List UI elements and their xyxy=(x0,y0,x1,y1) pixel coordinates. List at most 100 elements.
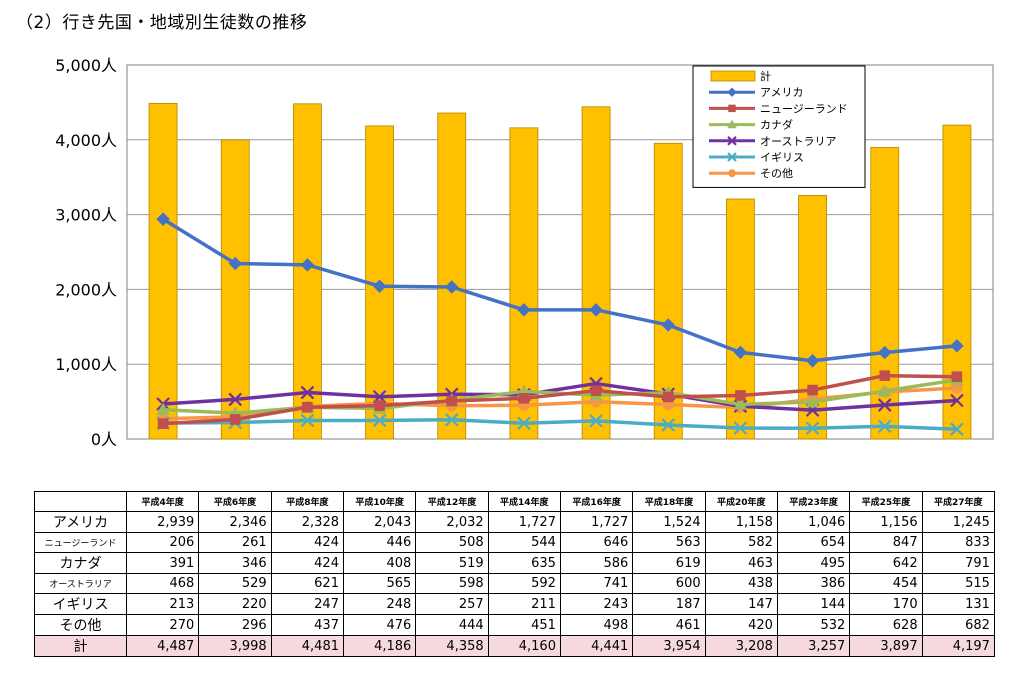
table-cell: 563 xyxy=(632,532,706,553)
data-point xyxy=(156,212,170,226)
table-cell: 3,897 xyxy=(849,635,923,657)
table-cell: 386 xyxy=(776,573,851,594)
table-cell: 529 xyxy=(198,573,272,594)
table-cell: 4,441 xyxy=(559,635,634,657)
table-corner-cell xyxy=(34,491,127,512)
table-row-label: アメリカ xyxy=(34,511,127,533)
legend-label: ニュージーランド xyxy=(760,102,848,115)
table-row-label: 計 xyxy=(34,635,127,657)
table-row-label: カナダ xyxy=(34,552,127,574)
chart: 0人 1,000人 2,000人 3,000人 4,000人 5,000人 計アメリカニュ… xyxy=(55,56,994,449)
table-cell: 3,998 xyxy=(198,635,272,657)
table-cell: 206 xyxy=(125,532,200,553)
table-cell: 408 xyxy=(342,552,417,574)
data-point-stroke xyxy=(727,136,737,146)
table-cell: 682 xyxy=(921,614,995,636)
table-header-cell: 平成4年度 xyxy=(125,491,200,512)
table-cell: 438 xyxy=(704,573,778,594)
data-point xyxy=(156,402,170,416)
table-cell: 495 xyxy=(776,552,851,574)
series-line xyxy=(156,412,964,436)
legend-item: アメリカ xyxy=(709,86,803,99)
data-point-stroke xyxy=(877,419,892,434)
table-cell: 2,032 xyxy=(415,511,489,533)
table-cell: 600 xyxy=(632,573,706,594)
data-point xyxy=(733,345,748,360)
table-header-cell: 平成20年度 xyxy=(704,491,778,512)
table-row-label: オーストラリア xyxy=(34,573,127,594)
data-point xyxy=(878,345,892,360)
data-point xyxy=(735,390,746,401)
bar xyxy=(220,139,250,440)
y-tick-label: 1,000人 xyxy=(55,355,117,374)
table-cell: 642 xyxy=(849,552,923,574)
table-cell: 498 xyxy=(559,614,634,636)
data-point xyxy=(805,354,820,368)
data-point xyxy=(228,256,242,271)
data-point xyxy=(877,419,892,434)
table-cell: 1,156 xyxy=(849,511,923,533)
table-cell: 257 xyxy=(415,593,489,615)
table-cell: 296 xyxy=(198,614,272,636)
data-point xyxy=(518,393,530,404)
table-cell: 437 xyxy=(270,614,344,636)
data-point xyxy=(807,384,818,396)
y-tick-label: 3,000人 xyxy=(55,206,117,225)
table-cell: 4,481 xyxy=(270,635,344,657)
legend-swatch xyxy=(710,70,756,82)
table-cell: 628 xyxy=(849,614,923,636)
page-title: （2）行き先国・地域別生徒数の推移 xyxy=(16,13,308,33)
table-cell: 391 xyxy=(125,552,200,574)
table-cell: 586 xyxy=(559,552,634,574)
table-cell: 187 xyxy=(632,593,706,615)
table-cell: 621 xyxy=(270,573,344,594)
data-point xyxy=(300,385,315,400)
data-point xyxy=(805,421,820,436)
legend-label: カナダ xyxy=(760,118,793,132)
legend-item: ニュージーランド xyxy=(709,102,848,115)
table-cell: 211 xyxy=(487,593,561,615)
table-header-cell: 平成8年度 xyxy=(270,491,344,512)
table-cell: 213 xyxy=(125,593,200,615)
table-cell: 3,954 xyxy=(632,635,706,657)
data-point xyxy=(300,413,315,428)
table-cell: 463 xyxy=(704,552,778,574)
data-point-stroke xyxy=(517,416,531,430)
table-cell: 144 xyxy=(776,593,851,615)
table-cell: 1,158 xyxy=(704,511,778,533)
legend-item: イギリス xyxy=(709,151,804,164)
data-point xyxy=(590,385,602,396)
table-header-cell: 平成18年度 xyxy=(632,491,706,512)
table-cell: 2,328 xyxy=(270,511,344,533)
bar xyxy=(148,102,178,440)
table-header-cell: 平成27年度 xyxy=(921,491,995,512)
legend-item: カナダ xyxy=(709,118,793,132)
data-point xyxy=(300,258,315,272)
data-point-stroke xyxy=(228,392,243,407)
bar xyxy=(437,112,467,440)
table-cell: 270 xyxy=(125,614,200,636)
data-point xyxy=(662,391,674,403)
legend-label: オーストラリア xyxy=(760,135,836,148)
table-cell: 1,727 xyxy=(487,511,561,533)
table-header-cell: 平成6年度 xyxy=(198,491,272,512)
table-cell: 4,186 xyxy=(342,635,417,657)
data-point-stroke xyxy=(300,385,315,400)
table-cell: 619 xyxy=(632,552,706,574)
legend-box xyxy=(692,65,866,188)
table-cell: 220 xyxy=(198,593,272,615)
table-cell: 454 xyxy=(849,573,923,594)
data-point-stroke xyxy=(300,413,315,428)
data-point xyxy=(372,279,387,293)
table-cell: 847 xyxy=(849,532,923,553)
data-point-stroke xyxy=(805,421,820,436)
table-cell: 4,160 xyxy=(487,635,561,657)
table-cell: 654 xyxy=(776,532,851,553)
data-point xyxy=(228,392,243,407)
table-header-cell: 平成16年度 xyxy=(559,491,634,512)
series-path xyxy=(162,373,957,426)
data-point xyxy=(950,339,964,353)
data-point-stroke xyxy=(733,421,748,435)
table-cell: 532 xyxy=(776,614,851,636)
